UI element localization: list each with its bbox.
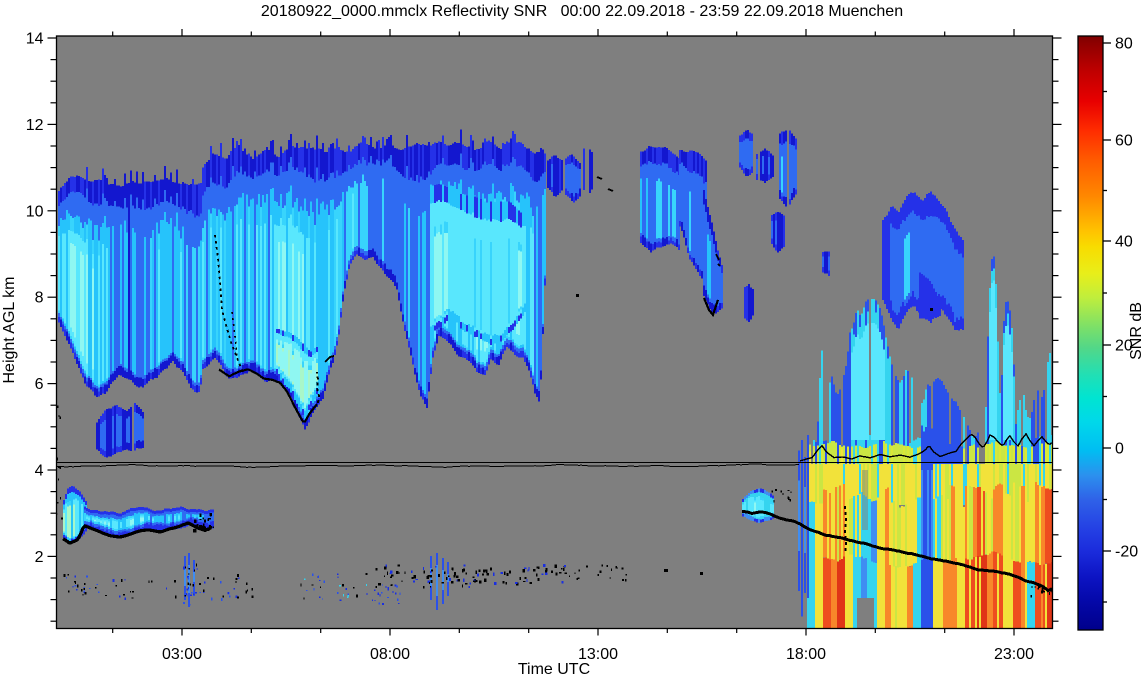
svg-text:6: 6 <box>35 376 44 393</box>
svg-text:23:00: 23:00 <box>994 646 1034 663</box>
svg-text:20180922_0000.mmclx Reflectivi: 20180922_0000.mmclx Reflectivity SNR 00:… <box>261 3 903 20</box>
svg-text:40: 40 <box>1115 234 1133 251</box>
svg-text:8: 8 <box>35 290 44 307</box>
svg-text:18:00: 18:00 <box>786 646 826 663</box>
svg-text:SNR dB: SNR dB <box>1128 302 1144 360</box>
svg-text:0: 0 <box>1115 441 1124 458</box>
svg-text:20: 20 <box>1115 338 1133 355</box>
svg-text:4: 4 <box>35 463 44 480</box>
svg-text:08:00: 08:00 <box>370 646 410 663</box>
svg-text:80: 80 <box>1115 36 1133 53</box>
svg-text:60: 60 <box>1115 133 1133 150</box>
svg-text:13:00: 13:00 <box>578 646 618 663</box>
svg-text:Time UTC: Time UTC <box>518 661 590 678</box>
svg-text:03:00: 03:00 <box>162 646 202 663</box>
svg-text:12: 12 <box>26 117 44 134</box>
svg-text:-20: -20 <box>1115 544 1138 561</box>
svg-text:Height AGL km: Height AGL km <box>1 276 18 383</box>
svg-text:14: 14 <box>26 31 44 48</box>
svg-text:10: 10 <box>26 203 44 220</box>
svg-text:2: 2 <box>35 549 44 566</box>
